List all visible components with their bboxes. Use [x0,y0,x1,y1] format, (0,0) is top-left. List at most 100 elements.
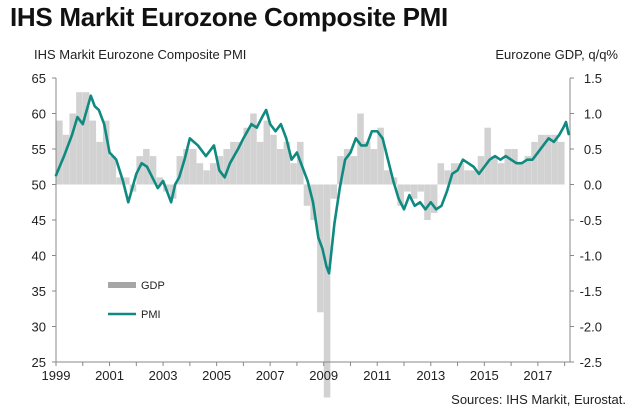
gdp-bar [444,170,451,185]
x-tick-label: 2011 [363,368,391,383]
gdp-bar [76,92,83,185]
gdp-bar [404,184,411,192]
left-tick-label: 50 [32,178,46,193]
gdp-bar [62,134,70,185]
left-tick-label: 40 [32,249,46,264]
left-tick-label: 30 [32,320,46,335]
gdp-bars [56,92,565,398]
gdp-bar [69,113,77,185]
gdp-bar [330,184,338,199]
gdp-bar [303,184,311,206]
gdp-bar [196,163,204,185]
left-tick-label: 25 [32,355,46,370]
gdp-bar [96,141,103,185]
gdp-bar [430,184,438,213]
gdp-bar [256,141,264,185]
gdp-bar [243,127,251,185]
gdp-bar [250,113,257,185]
gdp-bar [82,92,90,185]
legend-gdp-label: GDP [141,280,165,292]
gdp-bar [524,156,532,185]
gdp-bar [263,120,271,185]
legend-gdp-swatch [108,282,136,288]
gdp-bar [471,170,478,185]
gdp-bar [317,184,324,313]
x-tick-label: 2005 [202,368,231,383]
pmi-line-layer [54,94,570,275]
pmi-line [54,94,570,275]
left-tick-label: 55 [32,142,46,157]
gdp-bar [236,141,244,185]
gdp-bar [511,149,518,185]
gdp-bar [491,156,498,185]
gdp-bar [384,170,391,185]
gdp-bar [230,141,237,185]
gdp-bar [56,120,63,185]
gdp-bar [484,127,491,185]
gdp-bar [337,156,344,185]
gdp-bar [357,113,364,185]
gdp-bar [370,149,378,185]
gdp-bar [210,163,217,185]
x-tick-label: 2013 [416,368,445,383]
gdp-bar [417,184,425,192]
x-tick-label: 2015 [470,368,499,383]
gdp-bar [464,170,471,185]
gdp-bar [156,177,164,185]
source-note: Sources: IHS Markit, Eurostat. [451,392,626,407]
right-tick-label: 1.0 [584,107,602,122]
gdp-bar [397,184,404,206]
left-tick-label: 35 [32,284,46,299]
right-tick-label: -1.0 [580,249,602,264]
gdp-bar [531,141,538,185]
gdp-bar [89,120,97,185]
gdp-bar [323,184,331,398]
legend-pmi-label: PMI [141,309,161,321]
x-tick-label: 2001 [95,368,124,383]
gdp-bar [497,163,505,185]
gdp-bar [223,149,230,185]
x-tick-label: 2003 [149,368,178,383]
gdp-bar [283,141,291,185]
gdp-bar [203,170,210,185]
gdp-bar [176,156,184,185]
gdp-bar [504,149,512,185]
right-axis-caption: Eurozone GDP, q/q% [495,47,618,62]
gdp-bar [537,134,545,185]
gdp-bar [558,141,565,185]
right-tick-label: -0.5 [580,213,602,228]
x-tick-label: 2007 [256,368,285,383]
gdp-bar [551,134,558,185]
chart-axes: 65 60 55 50 45 40 35 30 25 1.5 1.0 0.5 0.0 -0.5 -1.0 -1… [32,71,602,383]
left-tick-label: 60 [32,107,46,122]
x-tick-label: 1999 [42,368,71,383]
gdp-bar [276,149,284,185]
right-tick-label: -2.0 [580,320,602,335]
gdp-bar [377,127,384,185]
left-tick-label: 45 [32,213,46,228]
x-tick-label: 2017 [523,368,552,383]
legend: GDP PMI [108,280,165,321]
gdp-bar [350,156,358,185]
gdp-bar [424,184,431,220]
gdp-bar [410,184,418,199]
right-tick-label: 1.5 [584,71,602,86]
gdp-bar [343,149,351,185]
right-tick-label: -1.5 [580,284,602,299]
gdp-bar [437,163,445,185]
gdp-bar [290,163,297,185]
right-tick-label: -2.5 [580,355,602,370]
gdp-bar [116,177,123,185]
gdp-bar [183,149,190,185]
gdp-bar [109,156,117,185]
gdp-bar [102,120,110,185]
right-tick-label: 0.5 [584,142,602,157]
gdp-bar [363,141,371,185]
left-tick-label: 65 [32,71,46,86]
left-axis-caption: IHS Markit Eurozone Composite PMI [34,47,247,62]
gdp-bar [544,134,552,185]
gdp-bar [457,163,465,185]
gdp-bar [189,149,197,185]
